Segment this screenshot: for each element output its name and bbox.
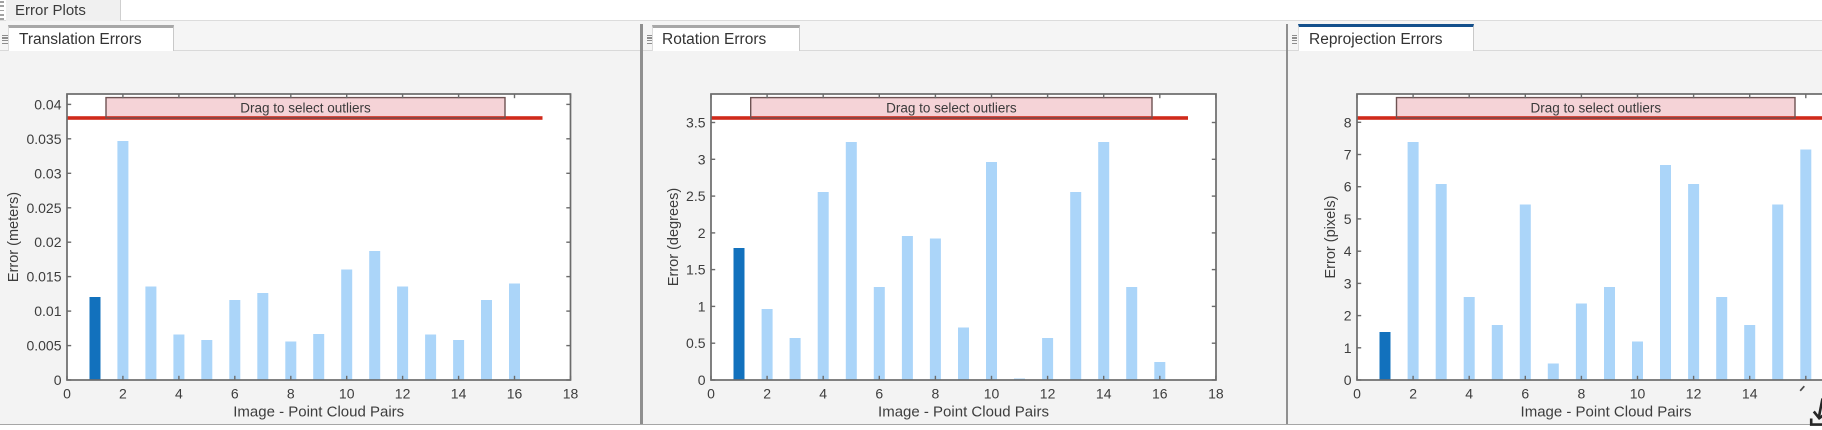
svg-text:14: 14 (1096, 385, 1112, 401)
svg-text:18: 18 (563, 385, 579, 401)
svg-text:4: 4 (175, 385, 183, 401)
svg-text:0.01: 0.01 (34, 303, 61, 319)
svg-text:0.02: 0.02 (34, 234, 61, 250)
svg-text:16: 16 (1152, 385, 1168, 401)
svg-text:3.5: 3.5 (686, 115, 706, 131)
svg-text:14: 14 (1742, 385, 1758, 401)
svg-text:0.015: 0.015 (26, 269, 61, 285)
svg-text:0: 0 (63, 385, 71, 401)
svg-text:6: 6 (1344, 179, 1352, 195)
svg-text:0: 0 (54, 372, 62, 388)
svg-text:Error (pixels): Error (pixels) (1323, 196, 1339, 279)
svg-text:4: 4 (819, 385, 827, 401)
svg-text:3: 3 (698, 151, 706, 167)
svg-text:0: 0 (1344, 372, 1352, 388)
svg-text:8: 8 (1344, 114, 1352, 130)
svg-text:0.025: 0.025 (26, 200, 61, 216)
svg-text:10: 10 (1630, 385, 1646, 401)
svg-text:0: 0 (698, 372, 706, 388)
svg-text:8: 8 (1578, 385, 1586, 401)
svg-text:1: 1 (698, 298, 706, 314)
svg-text:2.5: 2.5 (686, 188, 706, 204)
svg-text:16: 16 (507, 385, 523, 401)
svg-text:0.035: 0.035 (26, 131, 61, 147)
svg-text:2: 2 (119, 385, 127, 401)
svg-text:Error (degrees): Error (degrees) (666, 188, 682, 286)
svg-text:18: 18 (1208, 385, 1224, 401)
svg-text:12: 12 (1040, 385, 1056, 401)
svg-text:2: 2 (1409, 385, 1417, 401)
svg-text:2: 2 (763, 385, 771, 401)
svg-text:Image - Point Cloud Pairs: Image - Point Cloud Pairs (1521, 404, 1692, 421)
svg-text:3: 3 (1344, 275, 1352, 291)
svg-text:5: 5 (1344, 211, 1352, 227)
svg-text:0: 0 (707, 385, 715, 401)
svg-text:0.005: 0.005 (26, 338, 61, 354)
svg-text:14: 14 (451, 385, 467, 401)
svg-text:0.03: 0.03 (34, 165, 61, 181)
svg-text:Image - Point Cloud Pairs: Image - Point Cloud Pairs (878, 404, 1049, 421)
svg-text:4: 4 (1344, 243, 1352, 259)
svg-text:Drag to select outliers: Drag to select outliers (240, 101, 371, 116)
svg-text:Error (meters): Error (meters) (6, 192, 22, 282)
svg-text:8: 8 (287, 385, 295, 401)
svg-text:0: 0 (1353, 385, 1361, 401)
svg-text:1.5: 1.5 (686, 262, 706, 278)
svg-text:Image - Point Cloud Pairs: Image - Point Cloud Pairs (233, 404, 404, 421)
svg-text:6: 6 (231, 385, 239, 401)
svg-text:Drag to select outliers: Drag to select outliers (1531, 101, 1662, 116)
svg-text:12: 12 (395, 385, 411, 401)
svg-text:10: 10 (984, 385, 1000, 401)
svg-text:2: 2 (698, 225, 706, 241)
svg-text:10: 10 (339, 385, 355, 401)
svg-text:7: 7 (1344, 147, 1352, 163)
svg-text:4: 4 (1465, 385, 1473, 401)
svg-text:6: 6 (875, 385, 883, 401)
svg-text:12: 12 (1686, 385, 1702, 401)
svg-text:Drag to select outliers: Drag to select outliers (886, 101, 1017, 116)
svg-text:6: 6 (1521, 385, 1529, 401)
svg-text:0.04: 0.04 (34, 96, 61, 112)
svg-text:2: 2 (1344, 308, 1352, 324)
svg-text:8: 8 (932, 385, 940, 401)
svg-text:0.5: 0.5 (686, 335, 706, 351)
svg-text:1: 1 (1344, 340, 1352, 356)
